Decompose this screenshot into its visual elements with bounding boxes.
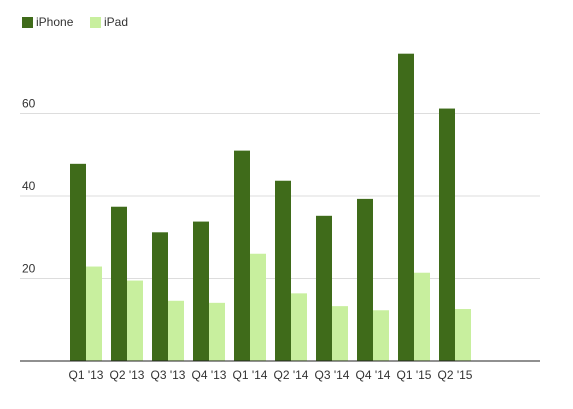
bar	[455, 309, 471, 361]
x-tick-label: Q2 '14	[274, 368, 309, 382]
bar	[250, 253, 266, 361]
legend-swatch	[22, 17, 33, 28]
y-tick-label: 60	[22, 97, 36, 111]
bar	[275, 180, 291, 361]
x-tick-label: Q2 '13	[110, 368, 145, 382]
legend-swatch	[90, 17, 101, 28]
bar	[373, 310, 389, 361]
x-tick-label: Q4 '13	[192, 368, 227, 382]
bar	[398, 53, 414, 361]
x-tick-label: Q1 '15	[397, 368, 432, 382]
bar	[209, 302, 225, 361]
x-tick-label: Q2 '15	[438, 368, 473, 382]
bar	[86, 266, 102, 361]
bar	[332, 306, 348, 361]
bar	[193, 221, 209, 361]
bar	[234, 150, 250, 361]
bar	[127, 280, 143, 361]
x-tick-label: Q4 '14	[356, 368, 391, 382]
x-tick-label: Q3 '13	[151, 368, 186, 382]
x-tick-label: Q1 '14	[233, 368, 268, 382]
x-tick-label: Q1 '13	[69, 368, 104, 382]
bar	[152, 232, 168, 361]
legend-label: iPhone	[36, 15, 74, 29]
bar	[316, 215, 332, 361]
y-tick-label: 20	[22, 262, 36, 276]
bar	[439, 108, 455, 361]
x-tick-label: Q3 '14	[315, 368, 350, 382]
bar	[414, 272, 430, 361]
legend-label: iPad	[104, 15, 128, 29]
y-tick-label: 40	[22, 179, 36, 193]
bar	[357, 198, 373, 361]
bar	[168, 300, 184, 361]
bar	[111, 206, 127, 361]
bar	[291, 293, 307, 361]
bar	[70, 163, 86, 361]
